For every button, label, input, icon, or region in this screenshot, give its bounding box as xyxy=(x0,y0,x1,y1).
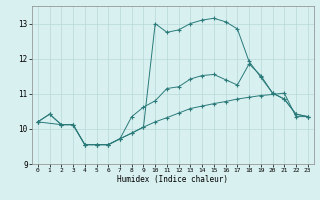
X-axis label: Humidex (Indice chaleur): Humidex (Indice chaleur) xyxy=(117,175,228,184)
